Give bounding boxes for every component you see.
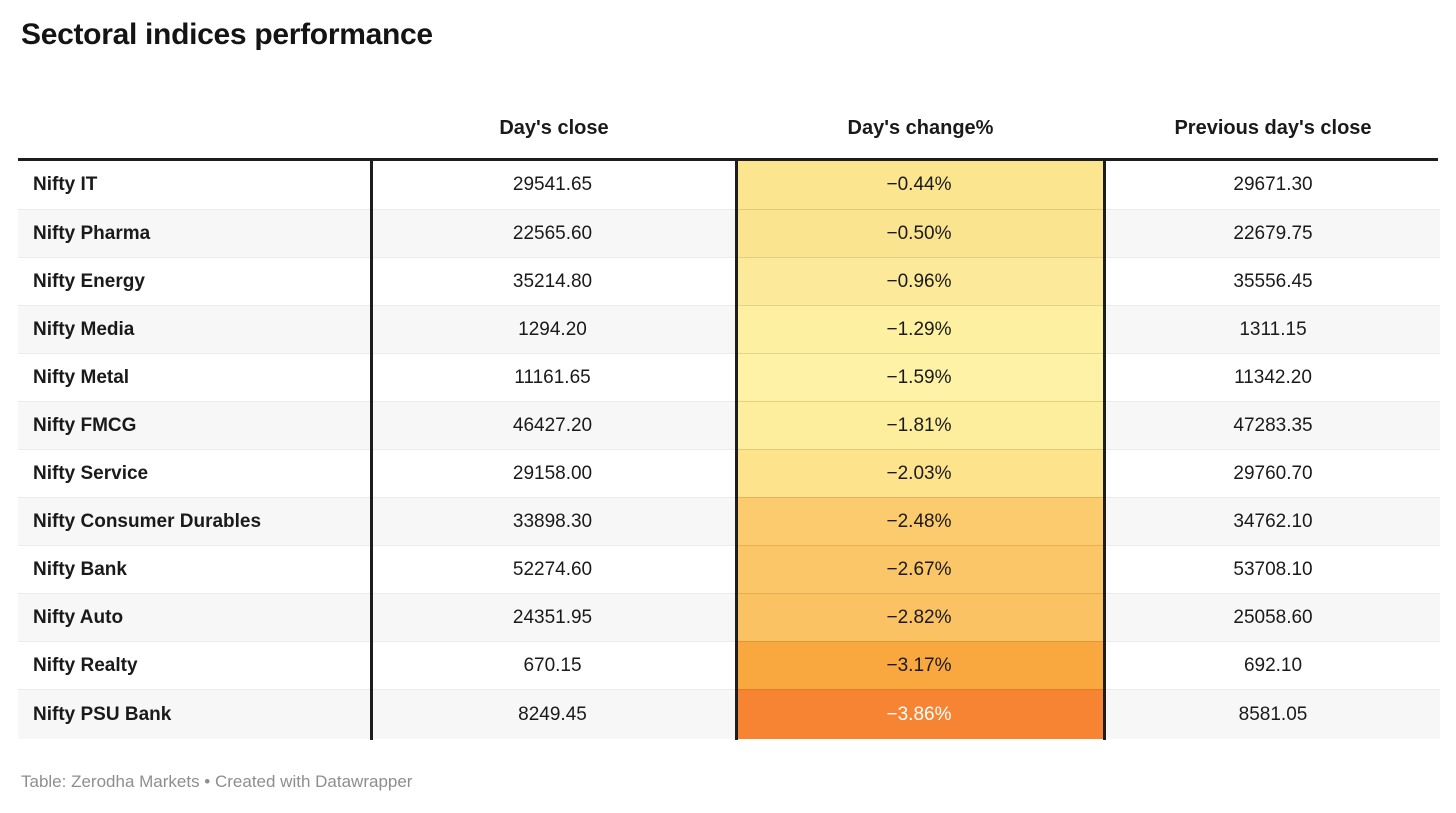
days-change-cell: −1.59% xyxy=(735,353,1103,401)
previous-close-value: 11342.20 xyxy=(1106,353,1440,401)
days-change-cell: −0.96% xyxy=(735,257,1103,305)
row-label: Nifty Energy xyxy=(18,257,370,305)
days-change-cell: −1.81% xyxy=(735,401,1103,449)
previous-close-value: 47283.35 xyxy=(1106,401,1440,449)
table-row: Nifty FMCG 46427.20 −1.81% 47283.35 xyxy=(18,401,1440,449)
days-change-cell: −2.82% xyxy=(735,593,1103,641)
previous-close-value: 22679.75 xyxy=(1106,209,1440,257)
row-label: Nifty Metal xyxy=(18,353,370,401)
days-close-value: 33898.30 xyxy=(370,497,735,545)
days-change-cell: −0.44% xyxy=(735,161,1103,209)
row-label: Nifty Auto xyxy=(18,593,370,641)
days-close-value: 22565.60 xyxy=(370,209,735,257)
column-header-days-close: Day's close xyxy=(499,117,609,139)
days-close-value: 29541.65 xyxy=(370,161,735,209)
table-row: Nifty Auto 24351.95 −2.82% 25058.60 xyxy=(18,593,1440,641)
previous-close-value: 25058.60 xyxy=(1106,593,1440,641)
row-label: Nifty Realty xyxy=(18,641,370,689)
days-close-value: 8249.45 xyxy=(370,689,735,739)
days-close-value: 52274.60 xyxy=(370,545,735,593)
days-change-cell: −2.03% xyxy=(735,449,1103,497)
column-divider-3 xyxy=(1103,158,1106,740)
table-row: Nifty IT 29541.65 −0.44% 29671.30 xyxy=(18,161,1440,209)
row-label: Nifty Pharma xyxy=(18,209,370,257)
table-row: Nifty Service 29158.00 −2.03% 29760.70 xyxy=(18,449,1440,497)
days-change-cell: −0.50% xyxy=(735,209,1103,257)
days-close-value: 29158.00 xyxy=(370,449,735,497)
days-close-value: 670.15 xyxy=(370,641,735,689)
previous-close-value: 29760.70 xyxy=(1106,449,1440,497)
table-row: Nifty Consumer Durables 33898.30 −2.48% 347… xyxy=(18,497,1440,545)
row-label: Nifty Bank xyxy=(18,545,370,593)
table-top-border xyxy=(18,158,1438,161)
table-row: Nifty Pharma 22565.60 −0.50% 22679.75 xyxy=(18,209,1440,257)
days-close-value: 24351.95 xyxy=(370,593,735,641)
previous-close-value: 34762.10 xyxy=(1106,497,1440,545)
row-label: Nifty Media xyxy=(18,305,370,353)
table-body: Nifty IT 29541.65 −0.44% 29671.30 Nifty Phar… xyxy=(18,161,1440,739)
previous-close-value: 53708.10 xyxy=(1106,545,1440,593)
column-divider-2 xyxy=(735,158,738,740)
days-change-cell: −2.48% xyxy=(735,497,1103,545)
days-change-cell: −3.17% xyxy=(735,641,1103,689)
days-close-value: 1294.20 xyxy=(370,305,735,353)
table-row: Nifty Media 1294.20 −1.29% 1311.15 xyxy=(18,305,1440,353)
table-row: Nifty PSU Bank 8249.45 −3.86% 8581.05 xyxy=(18,689,1440,739)
days-change-cell: −1.29% xyxy=(735,305,1103,353)
table-row: Nifty Metal 11161.65 −1.59% 11342.20 xyxy=(18,353,1440,401)
column-divider-1 xyxy=(370,158,373,740)
previous-close-value: 692.10 xyxy=(1106,641,1440,689)
days-close-value: 11161.65 xyxy=(370,353,735,401)
row-label: Nifty Service xyxy=(18,449,370,497)
attribution-footer: Table: Zerodha Markets • Created with Da… xyxy=(21,772,413,791)
previous-close-value: 35556.45 xyxy=(1106,257,1440,305)
previous-close-value: 29671.30 xyxy=(1106,161,1440,209)
days-close-value: 46427.20 xyxy=(370,401,735,449)
table-row: Nifty Energy 35214.80 −0.96% 35556.45 xyxy=(18,257,1440,305)
days-change-cell: −2.67% xyxy=(735,545,1103,593)
column-header-previous-close: Previous day's close xyxy=(1174,117,1372,139)
row-label: Nifty FMCG xyxy=(18,401,370,449)
days-close-value: 35214.80 xyxy=(370,257,735,305)
row-label: Nifty Consumer Durables xyxy=(18,497,370,545)
page-title: Sectoral indices performance xyxy=(21,18,433,51)
column-header-days-change: Day's change% xyxy=(847,117,994,139)
previous-close-value: 1311.15 xyxy=(1106,305,1440,353)
table-row: Nifty Bank 52274.60 −2.67% 53708.10 xyxy=(18,545,1440,593)
previous-close-value: 8581.05 xyxy=(1106,689,1440,739)
table-row: Nifty Realty 670.15 −3.17% 692.10 xyxy=(18,641,1440,689)
row-label: Nifty PSU Bank xyxy=(18,689,370,739)
row-label: Nifty IT xyxy=(18,161,370,209)
days-change-cell: −3.86% xyxy=(735,689,1103,739)
